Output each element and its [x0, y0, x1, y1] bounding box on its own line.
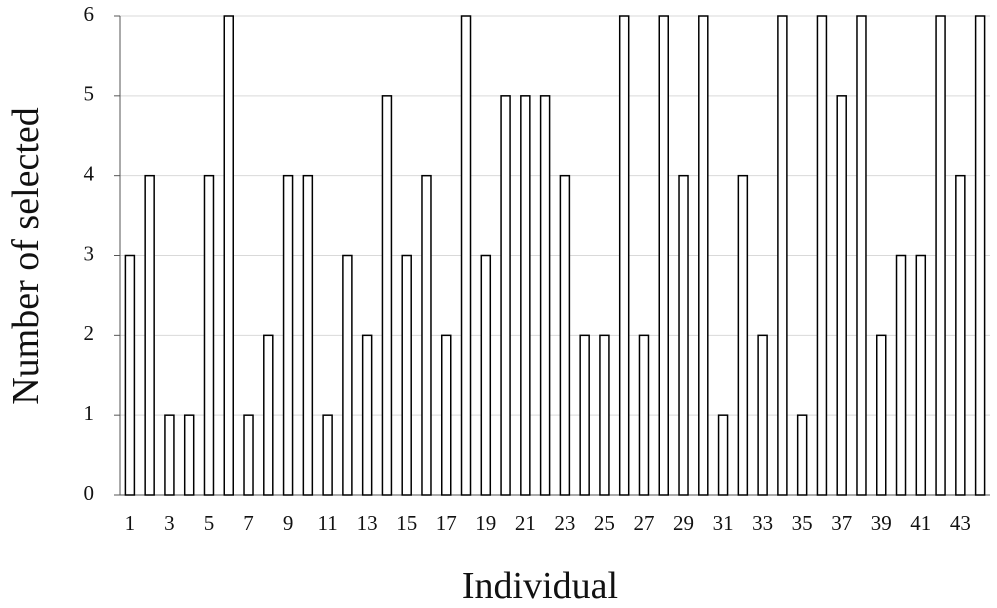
x-tick-label: 9 [283, 511, 294, 535]
bar [579, 334, 590, 496]
x-tick-label: 19 [475, 511, 496, 535]
x-tick-label: 41 [910, 511, 931, 535]
x-tick-label: 7 [243, 511, 254, 535]
bar [796, 414, 808, 496]
bar [144, 174, 155, 496]
bar [322, 414, 333, 496]
bar [599, 334, 610, 496]
bar [876, 334, 887, 496]
bar [480, 254, 492, 496]
y-axis-title: Number of selected [5, 107, 47, 405]
bar [460, 15, 472, 496]
x-tick-label: 37 [831, 511, 852, 535]
bar [935, 15, 946, 496]
bar [856, 15, 867, 496]
x-tick-label: 15 [396, 511, 417, 535]
x-tick-label: 17 [436, 511, 457, 535]
x-tick-label: 35 [792, 511, 813, 535]
y-tick-label: 3 [84, 241, 95, 265]
y-tick-label: 4 [84, 161, 95, 185]
bar [678, 174, 689, 496]
y-tick-label: 1 [84, 401, 95, 425]
x-tick-label: 23 [554, 511, 575, 535]
bar [816, 15, 828, 496]
bar [203, 174, 215, 496]
bar [342, 254, 353, 496]
bar [421, 174, 432, 496]
x-tick-label: 43 [950, 511, 971, 535]
bar [698, 15, 709, 496]
bar [618, 15, 630, 496]
x-tick-label: 39 [871, 511, 892, 535]
bar [302, 174, 314, 496]
y-tick-label: 6 [84, 2, 95, 26]
bar [282, 174, 294, 496]
bar [223, 15, 234, 496]
bar [124, 254, 136, 496]
bar [401, 254, 412, 496]
bar [520, 95, 531, 496]
bar [717, 414, 729, 496]
x-tick-label: 13 [357, 511, 378, 535]
bar [183, 414, 195, 496]
bar [915, 254, 927, 496]
y-tick-label: 0 [84, 481, 95, 505]
y-tick-label: 5 [84, 82, 95, 106]
bar [164, 414, 175, 496]
bar [243, 414, 254, 496]
x-tick-label: 21 [515, 511, 536, 535]
x-axis-title: Individual [462, 565, 618, 607]
bar [539, 95, 551, 496]
bar [361, 334, 373, 496]
y-tick-label: 2 [84, 321, 95, 345]
bar [757, 334, 768, 496]
bar [263, 334, 274, 496]
bar [559, 174, 571, 496]
x-tick-label: 1 [125, 511, 136, 535]
x-tick-label: 5 [204, 511, 215, 535]
bar [895, 254, 907, 496]
x-tick-label: 27 [633, 511, 654, 535]
bar [955, 174, 966, 496]
bar [638, 334, 650, 496]
bar [777, 15, 788, 496]
bar [737, 174, 749, 496]
x-tick-label: 31 [713, 511, 734, 535]
x-tick-label: 29 [673, 511, 694, 535]
x-tick-label: 33 [752, 511, 773, 535]
bar [836, 95, 847, 496]
x-tick-label: 3 [164, 511, 175, 535]
bar [974, 15, 986, 496]
bar [658, 15, 669, 496]
x-tick-label: 25 [594, 511, 615, 535]
bar [381, 95, 393, 496]
bar [441, 334, 452, 496]
x-tick-label: 11 [317, 511, 337, 535]
bar [500, 95, 511, 496]
